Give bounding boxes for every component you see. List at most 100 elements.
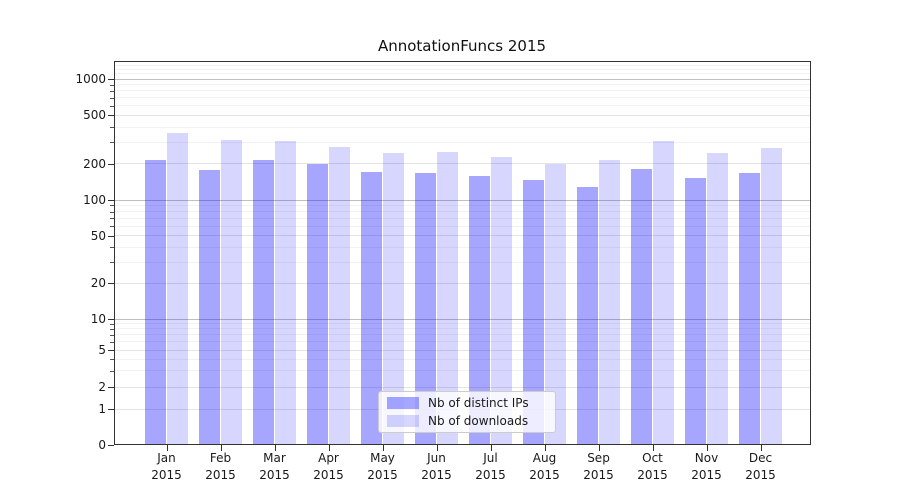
bar-distinct-ips xyxy=(738,172,761,445)
y-tick-label: 500 xyxy=(83,108,106,123)
x-tick-label: Feb 2015 xyxy=(205,451,236,482)
y-tick-label: 5 xyxy=(98,343,106,357)
y-tick-mark xyxy=(107,319,114,320)
y-minor-tick-mark xyxy=(110,334,114,336)
x-tick-mark xyxy=(544,445,546,451)
x-tick-label: Jul 2015 xyxy=(475,451,506,482)
x-tick-mark xyxy=(490,445,492,451)
x-tick-mark xyxy=(706,445,708,451)
y-minor-tick-mark xyxy=(110,105,114,107)
y-tick-mark xyxy=(107,115,114,117)
y-tick-label: 100 xyxy=(83,193,106,207)
gridline xyxy=(113,141,811,143)
chart-title: AnnotationFuncs 2015 xyxy=(377,37,547,55)
y-tick-mark xyxy=(107,283,114,285)
y-minor-tick-mark xyxy=(110,84,114,86)
gridline xyxy=(113,282,811,284)
bar-distinct-ips xyxy=(360,172,383,445)
legend-swatch-distinct-ips xyxy=(387,397,419,409)
gridline xyxy=(113,163,811,165)
bar-distinct-ips xyxy=(414,172,437,445)
gridline xyxy=(113,349,811,351)
gridline xyxy=(113,114,811,116)
bar-downloads xyxy=(598,159,621,445)
y-tick-label: 2 xyxy=(98,380,106,394)
legend-entry: Nb of distinct IPs xyxy=(387,396,547,410)
y-minor-tick-mark xyxy=(110,262,114,264)
x-tick-label: Oct 2015 xyxy=(637,451,668,482)
gridline xyxy=(113,225,811,227)
y-tick-mark xyxy=(107,409,114,410)
bar-downloads xyxy=(490,156,513,445)
bar-downloads xyxy=(652,141,675,445)
gridline xyxy=(113,78,811,80)
y-tick-label: 1000 xyxy=(75,72,106,86)
legend: Nb of distinct IPs Nb of downloads xyxy=(378,391,556,433)
y-tick-label: 10 xyxy=(90,312,106,326)
y-tick-label: 0 xyxy=(98,438,106,452)
gridline xyxy=(113,217,811,219)
x-tick-label: Sep 2015 xyxy=(583,451,614,482)
y-minor-tick-mark xyxy=(110,370,114,372)
bar-downloads xyxy=(544,164,567,445)
legend-swatch-downloads xyxy=(387,415,419,427)
bar-distinct-ips xyxy=(630,169,653,445)
gridline xyxy=(113,64,811,66)
x-tick-mark xyxy=(220,445,222,451)
y-tick-label: 1 xyxy=(98,402,106,416)
gridline xyxy=(113,84,811,86)
x-tick-label: Nov 2015 xyxy=(691,451,722,482)
bar-downloads xyxy=(166,132,189,445)
x-tick-mark xyxy=(166,445,168,451)
y-minor-tick-mark xyxy=(110,341,114,343)
gridline xyxy=(113,211,811,213)
bar-distinct-ips xyxy=(576,187,599,445)
bar-downloads xyxy=(760,148,783,445)
x-tick-label: Apr 2015 xyxy=(313,451,344,482)
gridline xyxy=(113,334,811,336)
bar-distinct-ips xyxy=(252,159,275,445)
gridline xyxy=(113,246,811,248)
legend-label: Nb of distinct IPs xyxy=(428,396,529,410)
gridline xyxy=(113,328,811,330)
y-minor-tick-mark xyxy=(110,323,114,325)
gridline xyxy=(113,370,811,372)
y-minor-tick-mark xyxy=(110,205,114,207)
bar-downloads xyxy=(274,141,297,445)
bar-downloads xyxy=(328,147,351,445)
bar-distinct-ips xyxy=(522,180,545,445)
y-tick-mark xyxy=(107,200,114,201)
y-minor-tick-mark xyxy=(110,359,114,360)
x-tick-mark xyxy=(652,445,654,451)
gridline xyxy=(113,97,811,99)
gridline xyxy=(113,126,811,128)
x-tick-label: Jan 2015 xyxy=(151,451,182,482)
bar-distinct-ips xyxy=(144,159,167,445)
x-tick-mark xyxy=(274,445,276,451)
bar-downloads xyxy=(220,139,243,445)
x-tick-label: Dec 2015 xyxy=(745,451,776,482)
y-tick-mark xyxy=(107,163,114,165)
gridline xyxy=(113,323,811,325)
y-minor-tick-mark xyxy=(110,90,114,92)
y-tick-label: 200 xyxy=(83,156,106,171)
x-tick-mark xyxy=(760,445,762,451)
y-tick-mark xyxy=(107,445,114,446)
bar-distinct-ips xyxy=(468,175,491,445)
y-minor-tick-mark xyxy=(110,127,114,129)
legend-label: Nb of downloads xyxy=(428,414,529,428)
bar-downloads xyxy=(706,152,729,445)
x-tick-mark xyxy=(598,445,600,451)
x-tick-label: May 2015 xyxy=(367,451,398,482)
bar-distinct-ips xyxy=(198,169,221,445)
bar-downloads xyxy=(382,152,405,445)
bar-downloads xyxy=(436,151,459,445)
y-minor-tick-mark xyxy=(110,142,114,144)
x-tick-mark xyxy=(382,445,384,451)
bar-distinct-ips xyxy=(684,177,707,445)
y-minor-tick-mark xyxy=(110,211,114,213)
y-minor-tick-mark xyxy=(110,328,114,330)
bar-distinct-ips xyxy=(306,164,329,445)
y-minor-tick-mark xyxy=(110,218,114,220)
